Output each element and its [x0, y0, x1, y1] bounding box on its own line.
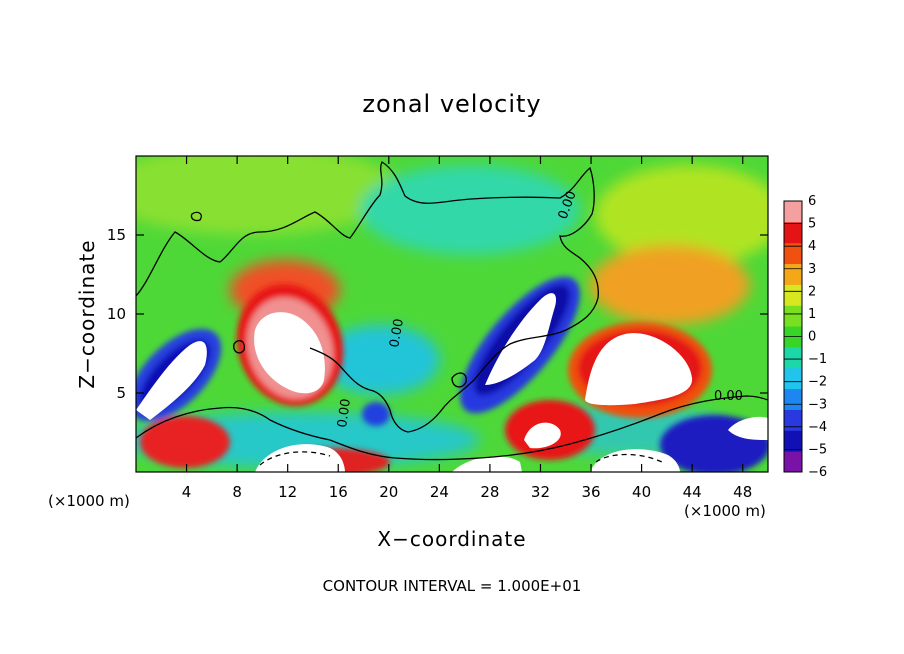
x-unit-label-left: (×1000 m)	[48, 492, 130, 510]
colorbar-tick-label: 1	[808, 307, 816, 322]
colorbar-swatch	[784, 388, 802, 410]
colorbar-swatch	[784, 201, 802, 223]
colorbar-swatch	[784, 451, 802, 473]
field-upper-right-orange	[590, 245, 750, 325]
x-tick-label: 24	[430, 483, 449, 501]
contour-lower	[136, 395, 768, 461]
colorbar-swatch	[784, 305, 802, 327]
colorbar: 6 5 4 3 2 1 0 −1 −2 −3 −4 −5 −6	[783, 194, 827, 480]
x-tick-label: 20	[379, 483, 398, 501]
white-region-center	[485, 293, 557, 385]
colorbar-tick-label: 4	[808, 239, 816, 254]
y-axis: 5 10 15	[107, 226, 768, 402]
colorbar-tick-label: −6	[808, 465, 827, 480]
x-tick-label: 16	[329, 483, 348, 501]
y-tick-label: 5	[116, 384, 126, 402]
x-unit-label-right: (×1000 m)	[684, 502, 766, 520]
x-tick-label: 48	[733, 483, 752, 501]
field-lower-left-red	[140, 416, 230, 468]
white-region-bottom-4	[590, 449, 680, 472]
colorbar-tick-label: 2	[808, 284, 816, 299]
x-tick-label: 8	[232, 483, 242, 501]
colorbar-swatch	[784, 409, 802, 431]
colorbar-tick-label: 0	[808, 330, 816, 345]
white-region-bottom-1	[255, 444, 345, 472]
white-region-left	[136, 341, 207, 420]
colorbar-swatch	[784, 263, 802, 285]
x-tick-label: 40	[632, 483, 651, 501]
colorbar-tick-label: 5	[808, 217, 816, 232]
zero-contours	[136, 161, 768, 466]
out-of-range-regions	[136, 293, 768, 472]
colorbar-swatch	[784, 242, 802, 265]
white-region-bottom-2	[452, 456, 522, 472]
chart-title: zonal velocity	[362, 90, 541, 118]
x-tick-label: 12	[278, 483, 297, 501]
contour-small-loop-1	[451, 372, 467, 388]
y-tick-label: 10	[107, 305, 126, 323]
white-region-right	[585, 333, 693, 406]
x-tick-label: 4	[182, 483, 192, 501]
field-top-right-yellowgreen	[595, 165, 768, 265]
field-upper-left-light	[136, 156, 400, 235]
contour-label-4: 0.00	[714, 389, 743, 404]
colorbar-swatch	[784, 346, 802, 369]
contour-label-2: 0.00	[387, 318, 407, 349]
colorbar-tick-label: −3	[808, 397, 827, 412]
x-axis-title: X−coordinate	[377, 527, 526, 551]
colorbar-swatch	[784, 367, 802, 390]
contour-negative-dashed-2	[595, 453, 663, 463]
contour-upper	[136, 161, 599, 433]
contour-small-loop-3	[190, 211, 202, 222]
colorbar-tick-label: 3	[808, 262, 816, 277]
x-tick-label: 32	[531, 483, 550, 501]
contour-negative-dashed-1	[259, 451, 331, 466]
x-tick-label: 28	[480, 483, 499, 501]
colorbar-swatch	[784, 221, 802, 244]
colorbar-tick-label: −4	[808, 420, 827, 435]
colorbar-tick-label: −5	[808, 442, 827, 457]
contour-label-3: 0.00	[335, 398, 354, 429]
colorbar-swatch	[784, 284, 802, 306]
field-small-blue-spot	[362, 402, 390, 426]
velocity-field: 0.00 0.00 0.00 0.00	[136, 156, 768, 472]
contour-interval-note: CONTOUR INTERVAL = 1.000E+01	[323, 577, 582, 595]
contour-small-loop-2	[233, 339, 245, 354]
field-top-cyan-patch	[360, 165, 580, 255]
y-tick-label: 15	[107, 226, 126, 244]
white-region-bottom-right	[728, 416, 768, 440]
x-tick-label: 36	[581, 483, 600, 501]
colorbar-tick-label: −1	[808, 352, 827, 367]
white-region-bottom-3	[524, 422, 561, 449]
x-tick-label: 44	[683, 483, 702, 501]
white-region-red-blob	[254, 312, 325, 394]
colorbar-swatch	[784, 430, 802, 452]
colorbar-tick-label: −2	[808, 375, 827, 390]
colorbar-tick-label: 6	[808, 194, 816, 209]
x-axis: 4 8 12 16 20 24 28 32 36 40 44 48	[182, 156, 752, 501]
y-axis-title: Z−coordinate	[75, 239, 99, 388]
